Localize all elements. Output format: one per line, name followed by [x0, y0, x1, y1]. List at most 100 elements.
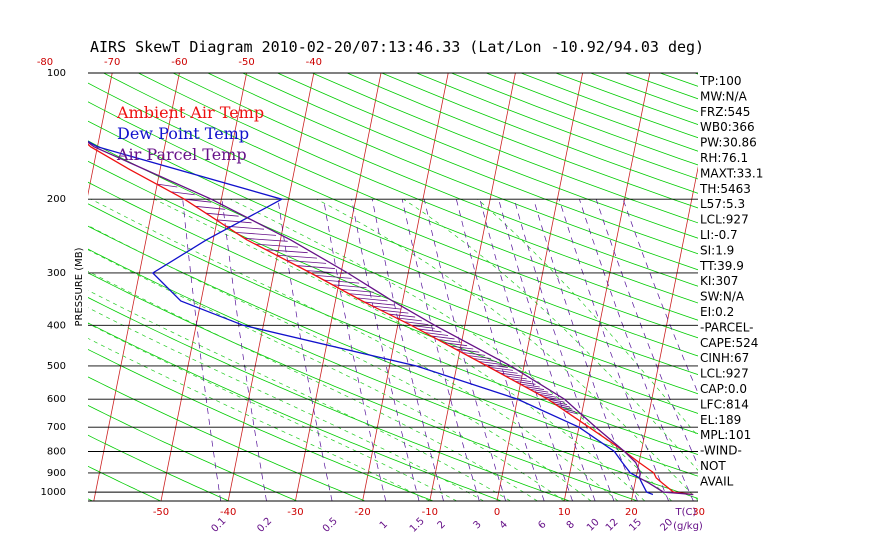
isotherm-line [429, 73, 516, 501]
top-temperature-tick-label: -50 [238, 57, 254, 68]
mixing-ratio-line [423, 199, 507, 501]
temperature-tick-label: -50 [153, 507, 169, 518]
stat-item: RH:76.1 [700, 151, 748, 165]
moist-adiabat-line [88, 323, 457, 501]
mixing-ratio-line [351, 199, 420, 501]
cape-hatch-line [551, 401, 568, 405]
cape-hatch-line [286, 260, 327, 264]
dry-adiabat-line [138, 73, 698, 304]
mixing-ratio-line [622, 199, 698, 394]
top-temperature-tick-label: -60 [171, 57, 187, 68]
cape-hatch-line [356, 297, 388, 302]
cape-hatch-line [538, 393, 557, 398]
cape-hatch-line [411, 324, 435, 329]
mixing-ratio-line [221, 199, 267, 501]
isotherm-line [631, 165, 698, 501]
cape-hatch-line [388, 313, 416, 318]
cape-hatch-line [195, 205, 226, 210]
stat-item: -WIND- [700, 444, 742, 458]
dry-adiabat-line [88, 376, 366, 501]
isotherm-line [227, 73, 315, 501]
temperature-tick-label: 20 [625, 507, 638, 518]
stat-item: L57:5.3 [700, 197, 745, 211]
dry-adiabat-line [88, 160, 698, 414]
dry-adiabat-line [88, 465, 161, 501]
cape-hatch-line [494, 369, 518, 374]
stat-item: MAXT:33.1 [700, 166, 763, 180]
cape-hatch-line [489, 367, 513, 371]
temperature-tick-label: 10 [558, 507, 571, 518]
mixing-ratio-label: 0.5 [321, 516, 340, 535]
cape-hatch-line [443, 342, 468, 347]
isotherm-line [160, 73, 247, 501]
dry-adiabat-line [88, 140, 698, 395]
isotherm-line [563, 73, 651, 501]
mixing-ratio-label: 12 [604, 517, 621, 534]
moist-adiabat-line [88, 289, 511, 501]
stat-item: PW:30.86 [700, 136, 757, 150]
dry-adiabat-line [88, 434, 229, 501]
dry-adiabat-line [88, 404, 298, 501]
cape-hatch-line [276, 254, 318, 259]
stat-item: SI:1.9 [700, 243, 734, 257]
stat-item: LCL:927 [700, 213, 749, 227]
cape-hatch-line [255, 243, 298, 248]
cape-hatch-line [348, 293, 381, 297]
temperature-tick-label: -30 [287, 507, 303, 518]
mixing-ratio-line [579, 199, 694, 501]
cape-hatch-line [364, 301, 395, 306]
cape-hatch-line [455, 348, 480, 353]
isotherm-line [88, 73, 113, 197]
mixing-ratio-label: 10 [585, 517, 602, 534]
cape-hatching [156, 183, 578, 415]
pressure-tick-label: 700 [47, 422, 66, 433]
mixing-ratio-line [401, 199, 480, 501]
dry-adiabat-line [88, 322, 502, 501]
dry-adiabat-line [88, 101, 698, 357]
chart-title: AIRS SkewT Diagram 2010-02-20/07:13:46.3… [90, 38, 704, 56]
cape-hatch-line [561, 408, 576, 412]
cape-hatch-line [554, 403, 570, 408]
cape-hatch-line [467, 355, 492, 359]
cape-hatch-line [417, 328, 442, 333]
mixing-ratio-label: 1 [378, 519, 390, 531]
stat-item: KI:307 [700, 274, 738, 288]
cape-hatch-line [564, 410, 578, 415]
dry-adiabat-line [416, 73, 698, 180]
cape-hatch-line [484, 364, 508, 368]
mixing-ratio-label: 6 [536, 519, 548, 531]
mixing-ratio-label: 3 [471, 519, 483, 531]
cape-hatch-line [543, 396, 561, 401]
mixing-ratio-line [479, 199, 573, 501]
pressure-tick-label: 300 [47, 268, 66, 279]
stat-item: -PARCEL- [700, 320, 754, 334]
cape-hatch-line [533, 391, 553, 396]
top-temperature-tick-label: -40 [306, 57, 322, 68]
mixing-ratio-line [455, 199, 545, 501]
isotherm-line [362, 73, 449, 501]
stat-item: MW:N/A [700, 89, 748, 103]
cape-hatch-line [449, 345, 474, 350]
cape-hatch-line [437, 338, 461, 343]
temperature-tick-label: 30 [692, 507, 705, 518]
pressure-tick-label: 200 [47, 194, 66, 205]
isotherm-line [833, 73, 870, 501]
cape-hatch-line [473, 358, 497, 362]
mixing-ratio-line [533, 199, 638, 501]
moist-adiabat-line [316, 198, 698, 501]
pressure-tick-label: 600 [47, 394, 66, 405]
cape-hatch-line [225, 225, 265, 230]
dry-adiabat-line [88, 120, 698, 376]
moist-adiabat-line [88, 307, 484, 501]
cape-hatch-line [403, 321, 429, 326]
legend: Ambient Air Temp Dew Point Temp Air Parcel… [116, 103, 264, 164]
cape-hatch-line [156, 183, 178, 188]
mixing-ratio-line [595, 199, 698, 467]
mixing-ratio-label: 15 [627, 517, 644, 534]
isotherm-line [93, 73, 180, 501]
cape-hatch-line [323, 279, 360, 284]
dry-adiabat-line [88, 272, 638, 501]
cape-hatch-line [184, 198, 212, 203]
mixing-ratio-label: 2 [436, 519, 448, 531]
mixing-ratio-line [513, 199, 615, 501]
